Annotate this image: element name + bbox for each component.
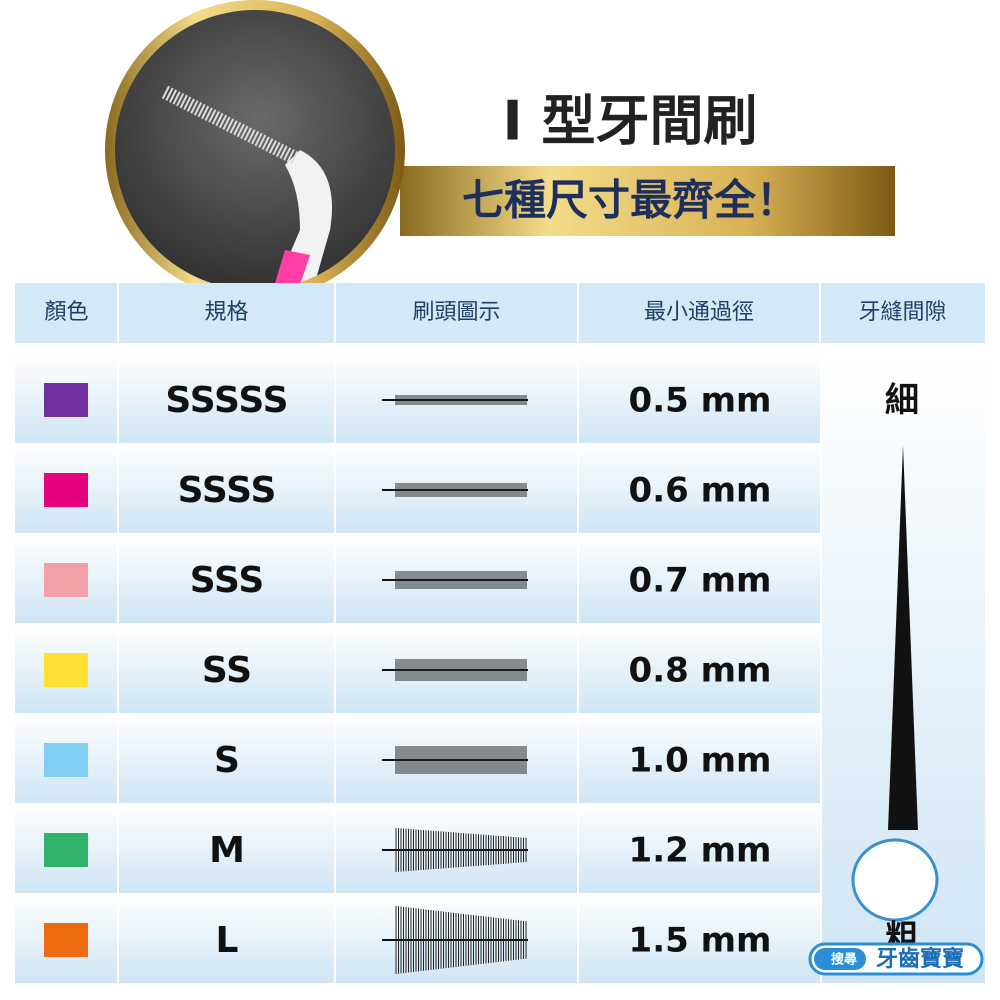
diameter: 0.6 mm [629,471,772,511]
size-label: S [214,740,240,781]
column-header: 刷頭圖示 [412,300,500,325]
color-swatch [44,473,88,507]
gap-arrow [888,445,918,830]
column-header: 最小通過徑 [644,300,754,325]
diameter: 1.5 mm [629,921,772,961]
color-swatch [44,923,88,957]
color-swatch [44,653,88,687]
gap-thin: 細 [885,381,919,421]
diameter: 0.8 mm [629,651,772,691]
watermark-brand: 牙齒寶寶 [876,946,964,972]
title: I 型牙間刷 [503,90,758,153]
diameter: 1.0 mm [629,741,772,781]
color-swatch [44,563,88,597]
size-label: M [209,830,245,871]
subtitle: 七種尺寸最齊全！ [462,176,798,225]
size-label: SS [202,650,252,691]
column-header: 顏色 [44,300,88,325]
size-label: SSSS [178,470,277,511]
column-header: 規格 [204,300,248,325]
banner [400,166,895,236]
size-label: SSS [190,560,265,601]
column-header: 牙縫間隙 [858,300,946,325]
size-label: SSSSS [165,380,288,421]
color-swatch [44,833,88,867]
color-swatch [44,383,88,417]
diameter: 0.7 mm [629,561,772,601]
watermark-tag [814,948,866,970]
table-header [15,283,985,343]
diameter: 0.5 mm [629,381,772,421]
watermark-search: 搜尋 [831,952,857,968]
size-label: L [216,920,239,961]
color-swatch [44,743,88,777]
mascot [851,838,939,922]
diameter: 1.2 mm [629,831,772,871]
